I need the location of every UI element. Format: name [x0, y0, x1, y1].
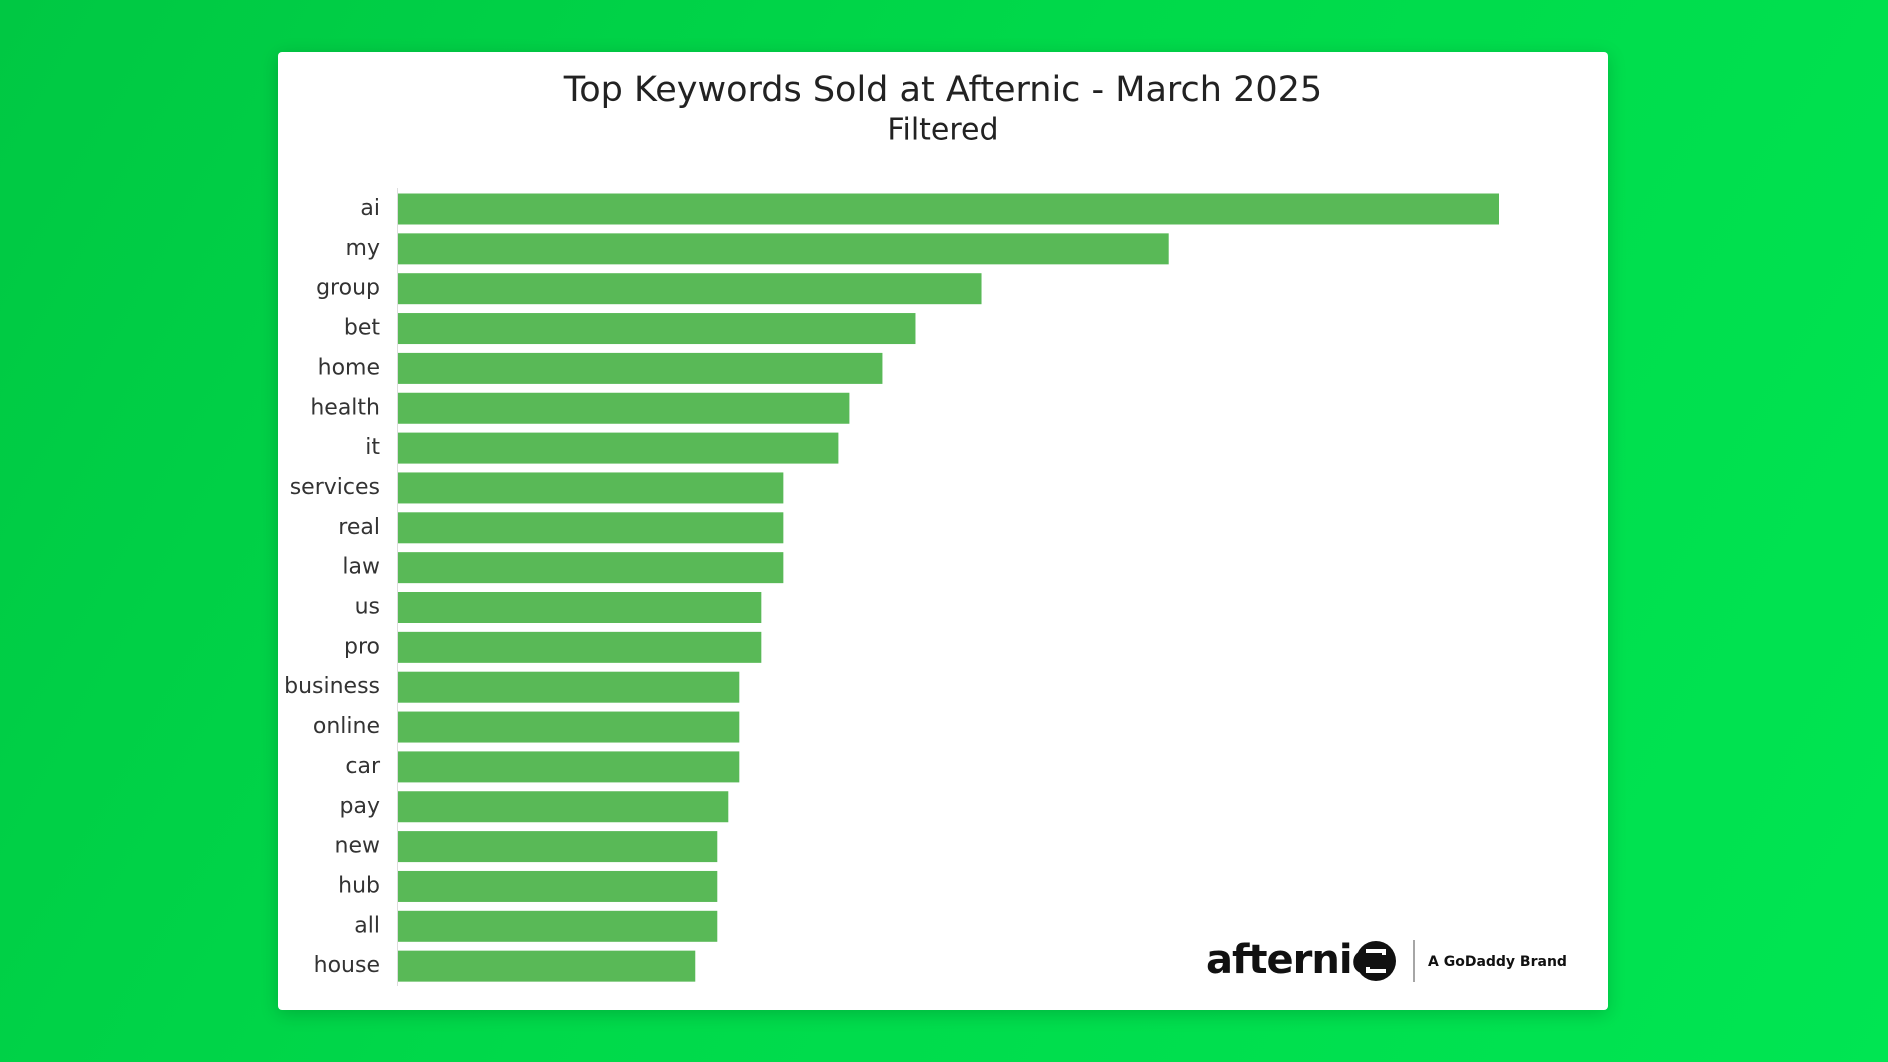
- bar: [398, 273, 982, 305]
- y-tick-label: business: [284, 674, 380, 699]
- bar: [398, 193, 1499, 225]
- y-tick-label: it: [365, 435, 380, 460]
- bar: [398, 831, 718, 863]
- y-tick-label: my: [346, 236, 380, 261]
- bar: [398, 512, 784, 544]
- bar: [398, 432, 839, 464]
- bar: [398, 592, 762, 623]
- y-tick-label: law: [342, 555, 380, 580]
- y-tick-label: car: [345, 754, 381, 779]
- y-tick-label: all: [354, 913, 380, 938]
- brand-tagline: A GoDaddy Brand: [1428, 954, 1567, 970]
- bar: [398, 631, 762, 663]
- bar: [398, 791, 729, 823]
- bar: [398, 313, 916, 345]
- brand-icon-arrows: [1366, 949, 1386, 973]
- y-tick-label: ai: [360, 196, 380, 221]
- bar: [398, 671, 740, 703]
- bar: [398, 870, 718, 902]
- bar: [398, 352, 883, 384]
- y-tick-label: hub: [338, 873, 380, 898]
- bar: [398, 910, 718, 942]
- y-tick-label: us: [355, 595, 380, 620]
- bar: [398, 751, 740, 783]
- y-tick-label: bet: [344, 316, 381, 341]
- y-tick-label: pay: [340, 794, 380, 819]
- y-tick-label: health: [310, 395, 380, 420]
- bar: [398, 233, 1169, 265]
- brand-name: afternic: [1206, 937, 1374, 983]
- bar: [398, 711, 740, 743]
- brand-icon: [1356, 941, 1396, 981]
- bar: [398, 472, 784, 504]
- y-tick-label: pro: [344, 634, 380, 659]
- chart-title: Top Keywords Sold at Afternic - March 20…: [563, 70, 1322, 110]
- y-tick-label: services: [290, 475, 380, 500]
- y-tick-label: real: [338, 515, 380, 540]
- y-tick-label: online: [313, 714, 380, 739]
- bar: [398, 552, 784, 584]
- y-tick-label: home: [318, 355, 380, 380]
- y-tick-label: new: [335, 834, 380, 859]
- y-tick-label: group: [316, 276, 380, 301]
- bar: [398, 392, 850, 424]
- bar: [398, 950, 696, 982]
- chart-subtitle: Filtered: [887, 113, 998, 148]
- y-tick-label: house: [314, 953, 380, 978]
